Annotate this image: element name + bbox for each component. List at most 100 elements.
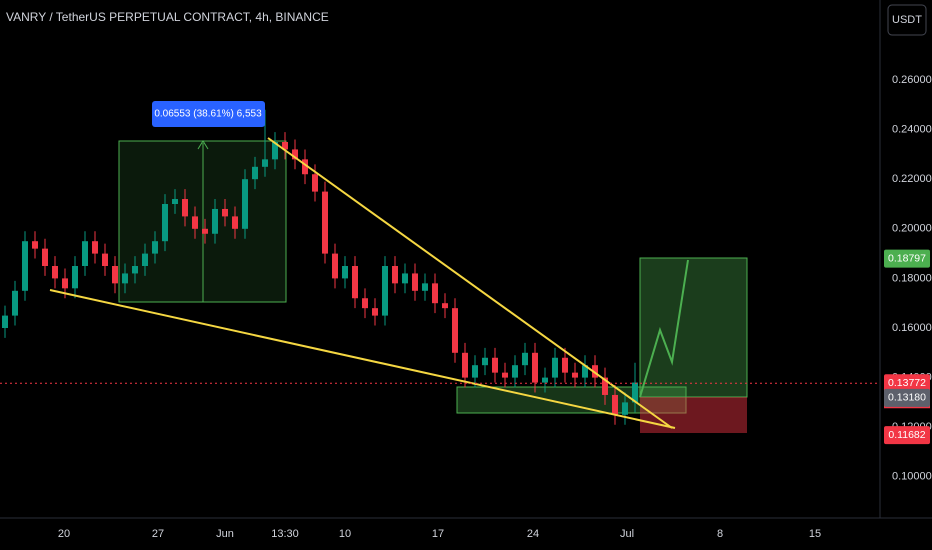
date-label: 10 <box>339 528 351 540</box>
candle-body <box>562 357 568 373</box>
candle-body <box>612 394 618 415</box>
candle-body <box>352 266 358 299</box>
candle-body <box>222 208 228 217</box>
candle-body <box>492 357 498 373</box>
candle-body <box>532 352 538 383</box>
candles <box>2 109 638 425</box>
currency-label[interactable]: USDT <box>892 14 922 26</box>
drawings <box>118 140 748 433</box>
price-label: 0.22000 <box>892 173 932 185</box>
date-label: 24 <box>527 528 539 540</box>
candle-body <box>52 266 58 279</box>
candle-body <box>262 159 268 167</box>
candle-body <box>302 159 308 175</box>
candle-body <box>2 315 8 328</box>
currency-button[interactable] <box>887 4 927 36</box>
candle-body <box>572 372 578 378</box>
candle-body <box>202 228 208 234</box>
candle-body <box>342 266 348 279</box>
candle-body <box>82 241 88 266</box>
price-label: 0.10000 <box>892 471 932 483</box>
candle-body <box>552 357 558 378</box>
candle-body <box>482 357 488 366</box>
price-badge <box>884 249 930 268</box>
stop-zone <box>640 397 747 433</box>
candle-body <box>42 248 48 266</box>
support-zone <box>456 386 687 414</box>
candle-body <box>582 365 588 378</box>
trendlines <box>49 137 689 429</box>
candle-body <box>422 283 428 291</box>
date-label: Jul <box>620 528 634 540</box>
candle-body <box>522 352 528 366</box>
date-label: 20 <box>58 528 70 540</box>
price-badge-label: 0.11682 <box>888 429 925 441</box>
candle-body <box>372 308 378 316</box>
candle-body <box>542 377 548 383</box>
candle-body <box>402 273 408 284</box>
candle-body <box>382 266 388 316</box>
candle-body <box>452 308 458 353</box>
price-badge-label: 0.13180 <box>888 392 926 404</box>
candle-body <box>412 273 418 291</box>
candle-body <box>292 149 298 160</box>
candle-body <box>632 382 638 403</box>
date-label: 8 <box>717 528 723 540</box>
candle-body <box>152 241 158 254</box>
candle-body <box>312 174 318 192</box>
measure-arrowhead <box>197 140 209 150</box>
candle-body <box>62 278 68 289</box>
candle-body <box>172 199 178 204</box>
candle-body <box>462 352 468 378</box>
date-label: Jun <box>216 528 234 540</box>
candle-body <box>432 283 438 304</box>
price-badge <box>884 388 930 407</box>
price-badge-label: 0.13772 <box>888 377 926 389</box>
measure-label: 0.06553 (38.61%) 6,553 <box>154 109 262 120</box>
date-label: 27 <box>152 528 164 540</box>
price-badge-label: 0.18797 <box>888 252 926 264</box>
candle-body <box>32 241 38 249</box>
lower-trendline <box>49 289 676 429</box>
price-badge <box>884 426 930 445</box>
price-badge <box>884 374 930 393</box>
candle-body <box>162 204 168 242</box>
candle-body <box>442 303 448 309</box>
candle-body <box>242 179 248 229</box>
candle-body <box>22 241 28 291</box>
candle-body <box>72 266 78 289</box>
candle-body <box>322 191 328 254</box>
candle-body <box>502 372 508 378</box>
candle-body <box>12 290 18 316</box>
candle-body <box>92 241 98 254</box>
candle-body <box>102 253 108 266</box>
candle-body <box>252 166 258 180</box>
candle-body <box>392 266 398 284</box>
candle-body <box>282 142 288 150</box>
date-label: 17 <box>432 528 444 540</box>
candle-body <box>622 402 628 415</box>
candle-body <box>332 253 338 279</box>
candle-body <box>142 253 148 266</box>
candle-body <box>512 365 518 378</box>
price-label: 0.20000 <box>892 223 932 235</box>
date-label: 15 <box>809 528 821 540</box>
candle-body <box>132 266 138 274</box>
candle-body <box>192 216 198 229</box>
candle-body <box>182 199 188 217</box>
candle-body <box>602 377 608 395</box>
upper-trendline <box>267 137 673 429</box>
candle-body <box>212 208 218 234</box>
date-label: 13:30 <box>271 528 299 540</box>
price-label: 0.18000 <box>892 272 932 284</box>
candle-body <box>362 298 368 309</box>
price-label: 0.26000 <box>892 74 932 86</box>
chart-title: VANRY / TetherUS PERPETUAL CONTRACT, 4h,… <box>6 10 329 24</box>
measure-label-box <box>152 101 265 127</box>
candle-body <box>472 365 478 378</box>
candle-body <box>592 365 598 378</box>
candle-body <box>122 273 128 284</box>
candle-body <box>112 266 118 284</box>
